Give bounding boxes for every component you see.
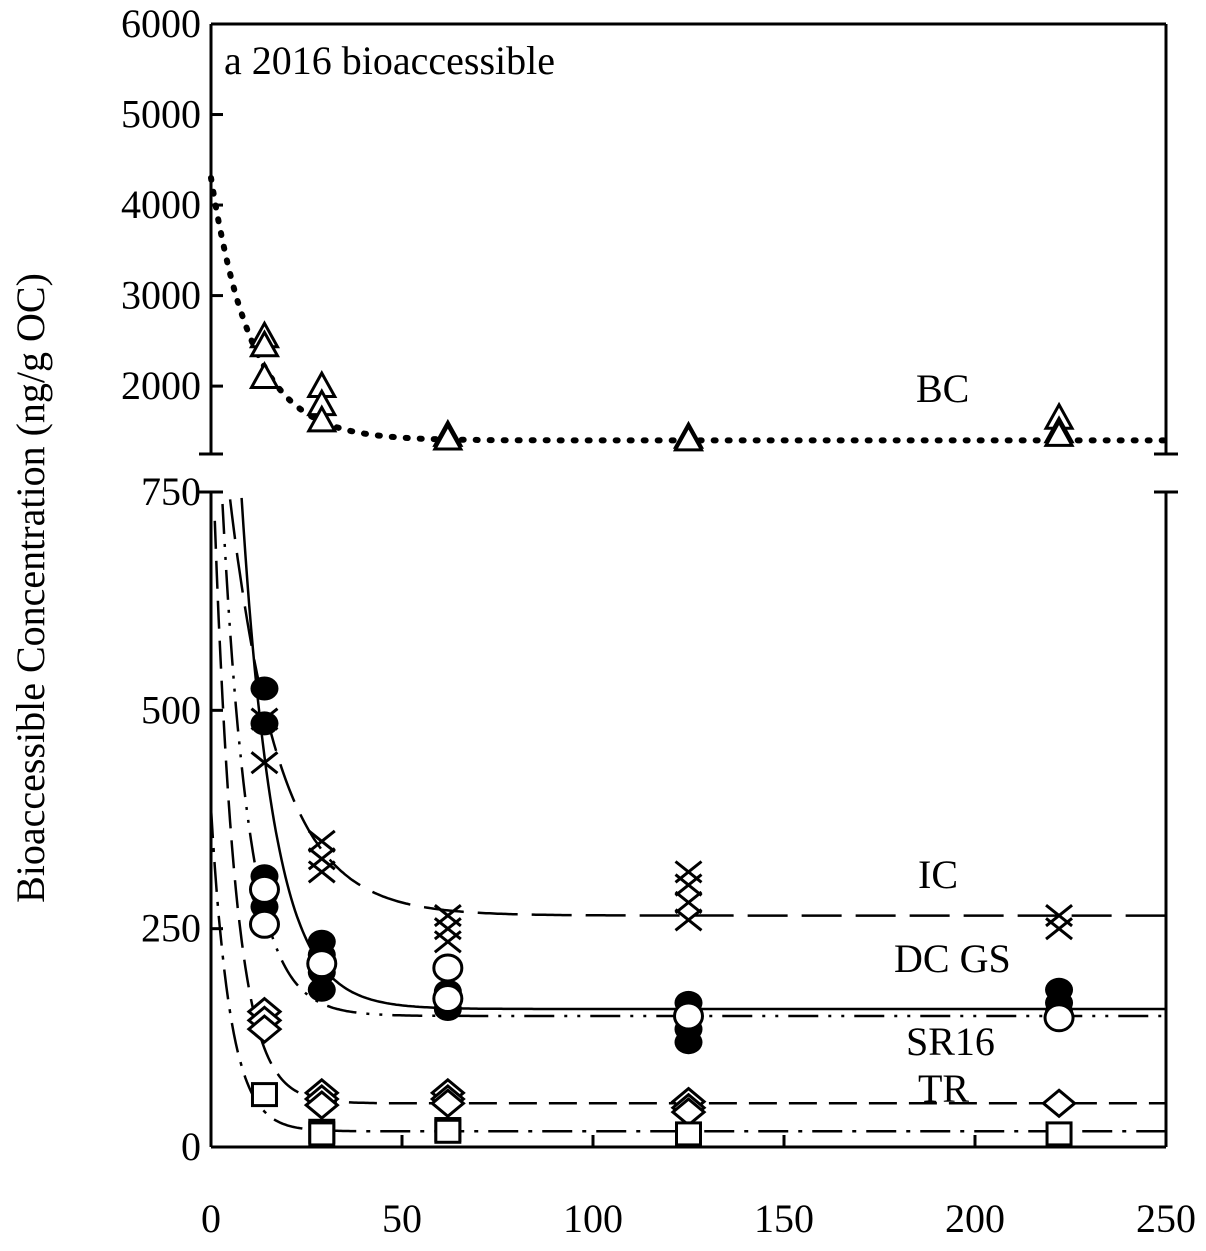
- point-gs: [248, 909, 280, 939]
- fit-curve-bc: [208, 174, 1169, 444]
- point-bc: [432, 422, 464, 451]
- point-tr: [250, 1082, 278, 1108]
- y-tick-label-lower: 750: [141, 469, 201, 514]
- point-tr: [675, 1121, 702, 1147]
- point-tr: [308, 1121, 336, 1147]
- point-sr16: [303, 1090, 340, 1121]
- fit-curve-gs: [221, 503, 1166, 1018]
- point-tr: [434, 1118, 462, 1144]
- axes: 0 50 100 150 200 250 2000 3000 4000 5000 6000 0 250 5…: [121, 1, 1196, 1241]
- y-tick-label-upper: 3000: [121, 273, 201, 318]
- point-sr16: [246, 1014, 283, 1045]
- point-tr: [1045, 1121, 1073, 1147]
- point-ic: [674, 908, 703, 932]
- fit-curves: [208, 174, 1169, 1133]
- point-gs: [248, 874, 280, 904]
- fit-curve-tr: [209, 808, 1166, 1133]
- label-bc: BC: [916, 366, 969, 411]
- point-ic: [307, 860, 336, 884]
- x-tick-label: 250: [1136, 1196, 1196, 1241]
- point-gs: [673, 1001, 704, 1031]
- point-dc: [250, 676, 279, 701]
- point-dc: [250, 711, 279, 736]
- y-tick-label-upper: 6000: [121, 1, 201, 46]
- point-bc: [248, 360, 281, 389]
- point-dc: [307, 977, 336, 1002]
- y-axis-label: Bioaccessible Concentration (ng/g OC): [8, 273, 53, 903]
- label-ic: IC: [918, 852, 958, 897]
- point-gs: [432, 984, 464, 1014]
- point-sr16: [429, 1088, 466, 1119]
- point-ic: [433, 930, 462, 954]
- point-ic: [307, 829, 336, 853]
- point-dc: [674, 1030, 703, 1055]
- point-sr16: [1041, 1088, 1077, 1119]
- chart-title: a 2016 bioaccessible: [224, 38, 555, 83]
- fit-curve-dc: [240, 497, 1166, 1011]
- y-tick-label-lower: 0: [181, 1124, 201, 1169]
- data-points: [246, 320, 1077, 1147]
- point-ic: [250, 751, 279, 775]
- y-tick-label-upper: 2000: [121, 363, 201, 408]
- point-gs: [1043, 1003, 1075, 1033]
- x-tick-label: 100: [563, 1196, 623, 1241]
- y-tick-label-lower: 250: [141, 906, 201, 951]
- x-tick-label: 0: [201, 1196, 221, 1241]
- point-ic: [1045, 917, 1073, 941]
- y-tick-label-upper: 5000: [121, 92, 201, 137]
- label-dc-gs: DC GS: [894, 936, 1011, 981]
- point-ic: [674, 890, 703, 915]
- x-tick-label: 150: [754, 1196, 814, 1241]
- fit-curve-ic: [228, 499, 1166, 917]
- point-gs: [306, 949, 338, 979]
- point-bc: [306, 404, 338, 433]
- point-bc: [672, 423, 705, 452]
- label-tr: TR: [918, 1066, 969, 1111]
- point-bc: [248, 329, 281, 358]
- point-ic: [674, 873, 703, 897]
- label-sr16: SR16: [906, 1019, 995, 1064]
- x-tick-label: 200: [945, 1196, 1005, 1241]
- y-tick-label-upper: 4000: [121, 182, 201, 227]
- y-tick-label-lower: 500: [141, 687, 201, 732]
- point-gs: [432, 953, 464, 983]
- x-tick-label: 50: [382, 1196, 422, 1241]
- point-bc: [1043, 418, 1075, 447]
